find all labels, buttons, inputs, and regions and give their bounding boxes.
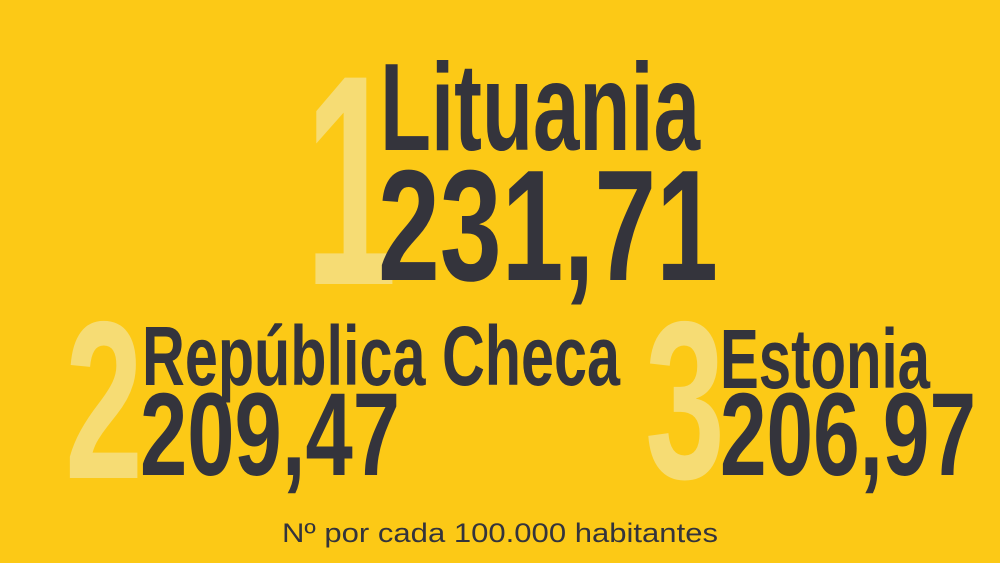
rank-number: 2	[65, 274, 143, 526]
country-value: 209,47	[140, 369, 400, 501]
footer-note: Nº por cada 100.000 habitantes	[282, 518, 718, 548]
country-name: Estonia	[720, 312, 931, 406]
country-name: Lituania	[380, 39, 701, 177]
country-value: 231,71	[378, 138, 718, 314]
rank-number: 3	[645, 274, 725, 526]
rank-number: 1	[305, 12, 397, 348]
country-value: 206,97	[720, 369, 976, 501]
country-name: República Checa	[142, 309, 621, 403]
